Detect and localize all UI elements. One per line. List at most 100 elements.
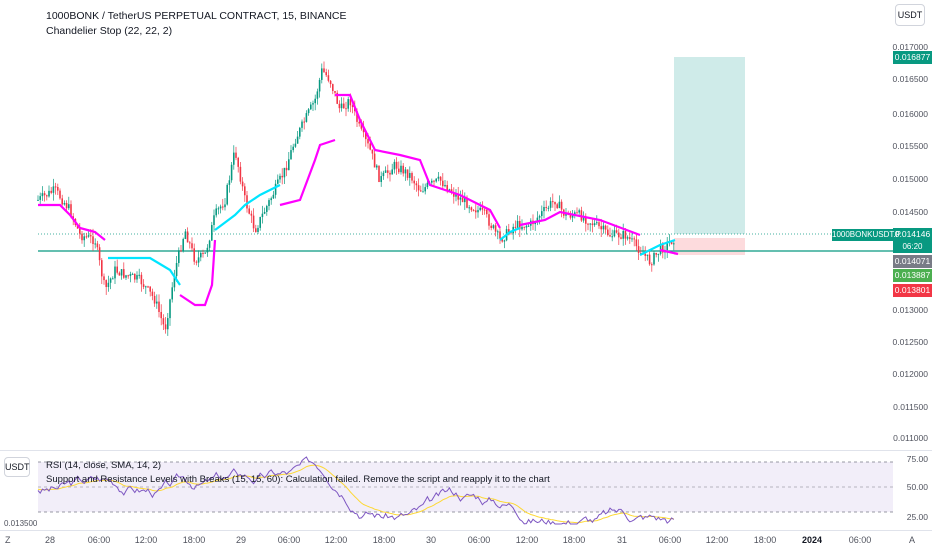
time-label: 12:00	[324, 535, 348, 545]
candle-body	[340, 103, 343, 109]
candle-body	[637, 246, 640, 253]
candle-body	[600, 226, 602, 230]
price-chart[interactable]	[0, 0, 893, 450]
candle-body	[481, 207, 484, 210]
time-label: 06:00	[277, 535, 301, 545]
chandelier-stop-segment	[335, 93, 501, 229]
candle-body	[389, 172, 391, 175]
rsi-tick: 25.00	[906, 512, 928, 522]
candle-body	[156, 301, 158, 304]
candle-body	[173, 276, 176, 288]
candle-body	[153, 295, 156, 304]
candle-body	[107, 282, 110, 288]
candle-body	[490, 225, 492, 228]
script-error-message: Support and Resistance Levels with Break…	[46, 474, 550, 485]
candle-body	[362, 128, 365, 133]
candle-body	[439, 176, 442, 181]
candle-body	[175, 263, 178, 277]
target-zone[interactable]	[674, 57, 745, 234]
time-axis[interactable]: Z 28 06:00 12:00 18:00 29 06:00 12:00 18…	[0, 530, 932, 550]
candle-body	[112, 278, 114, 280]
rsi-currency-button[interactable]: USDT	[4, 457, 30, 477]
candle-body	[118, 272, 121, 276]
candle-body	[334, 90, 336, 93]
stop-zone[interactable]	[674, 238, 745, 255]
candle-body	[87, 235, 90, 237]
candle-body	[552, 201, 554, 203]
candle-body	[250, 213, 253, 216]
rsi-chart[interactable]	[0, 451, 893, 531]
time-label: 06:00	[658, 535, 682, 545]
candle-body	[356, 111, 358, 122]
candle-body	[457, 194, 459, 200]
candle-body	[158, 301, 160, 312]
candle-body	[347, 99, 349, 109]
candle-body	[519, 220, 521, 230]
chandelier-stop-segment	[519, 210, 641, 237]
candle-body	[224, 204, 226, 208]
candle-body	[259, 217, 261, 228]
candle-body	[114, 266, 116, 279]
candle-body	[556, 204, 558, 209]
candle-body	[514, 226, 517, 228]
candle-body	[92, 236, 94, 245]
time-label: 06:00	[87, 535, 111, 545]
candlestick-chart[interactable]	[0, 0, 893, 450]
candle-body	[184, 231, 187, 239]
candle-body	[415, 183, 418, 186]
price-tick: 0.016500	[892, 74, 928, 84]
candle-body	[670, 241, 673, 245]
rsi-pane[interactable]	[0, 450, 893, 530]
candle-body	[488, 214, 490, 226]
candle-body	[613, 230, 616, 237]
rsi-scale[interactable]: 75.00 50.00 25.00	[893, 450, 932, 530]
candle-body	[149, 286, 151, 292]
price-scale[interactable]: 0.017000 0.016500 0.016000 0.015500 0.01…	[893, 0, 932, 450]
candle-body	[406, 169, 409, 178]
candle-body	[576, 212, 578, 214]
chandelier-stop-segment	[108, 256, 181, 286]
candle-body	[136, 275, 138, 280]
candle-body	[470, 207, 473, 211]
candle-body	[197, 257, 200, 263]
candle-body	[195, 261, 198, 263]
target-price-tag: 0.016877	[893, 51, 932, 64]
timezone-button[interactable]: Z	[5, 535, 11, 545]
candle-body	[503, 240, 506, 242]
candle-body	[420, 190, 422, 192]
candle-body	[140, 274, 143, 285]
candle-body	[151, 291, 154, 296]
candle-body	[263, 211, 266, 214]
candle-body	[288, 159, 290, 171]
candle-body	[560, 201, 563, 210]
symbol-price-label: 1000BONKUSDT.P	[832, 229, 901, 241]
stop-price-tag: 0.013801	[893, 284, 932, 297]
candle-body	[290, 150, 292, 160]
candle-body	[571, 215, 574, 218]
candle-body	[648, 254, 651, 265]
candle-body	[365, 132, 367, 140]
candle-body	[46, 195, 48, 197]
candle-body	[182, 238, 184, 251]
time-label: 12:00	[515, 535, 539, 545]
candle-body	[336, 92, 338, 104]
candle-body	[431, 180, 433, 183]
price-tick: 0.017000	[892, 42, 928, 52]
indicator-legend[interactable]: Chandelier Stop (22, 22, 2)	[46, 25, 173, 37]
candle-body	[292, 146, 294, 151]
candle-body	[211, 225, 213, 241]
price-tick: 0.012500	[892, 337, 928, 347]
candle-body	[321, 68, 323, 80]
candle-body	[191, 243, 193, 249]
price-tick: 0.011500	[893, 402, 928, 412]
candle-body	[219, 206, 222, 209]
candle-body	[435, 178, 437, 182]
candle-body	[629, 237, 631, 240]
currency-button[interactable]: USDT	[895, 4, 925, 26]
candle-body	[596, 222, 598, 224]
candle-body	[558, 201, 561, 209]
rsi-legend[interactable]: RSI (14, close, SMA, 14, 2)	[46, 460, 162, 471]
auto-scale-button[interactable]: A	[909, 535, 916, 545]
candle-body	[147, 286, 149, 288]
candle-body	[547, 207, 550, 209]
